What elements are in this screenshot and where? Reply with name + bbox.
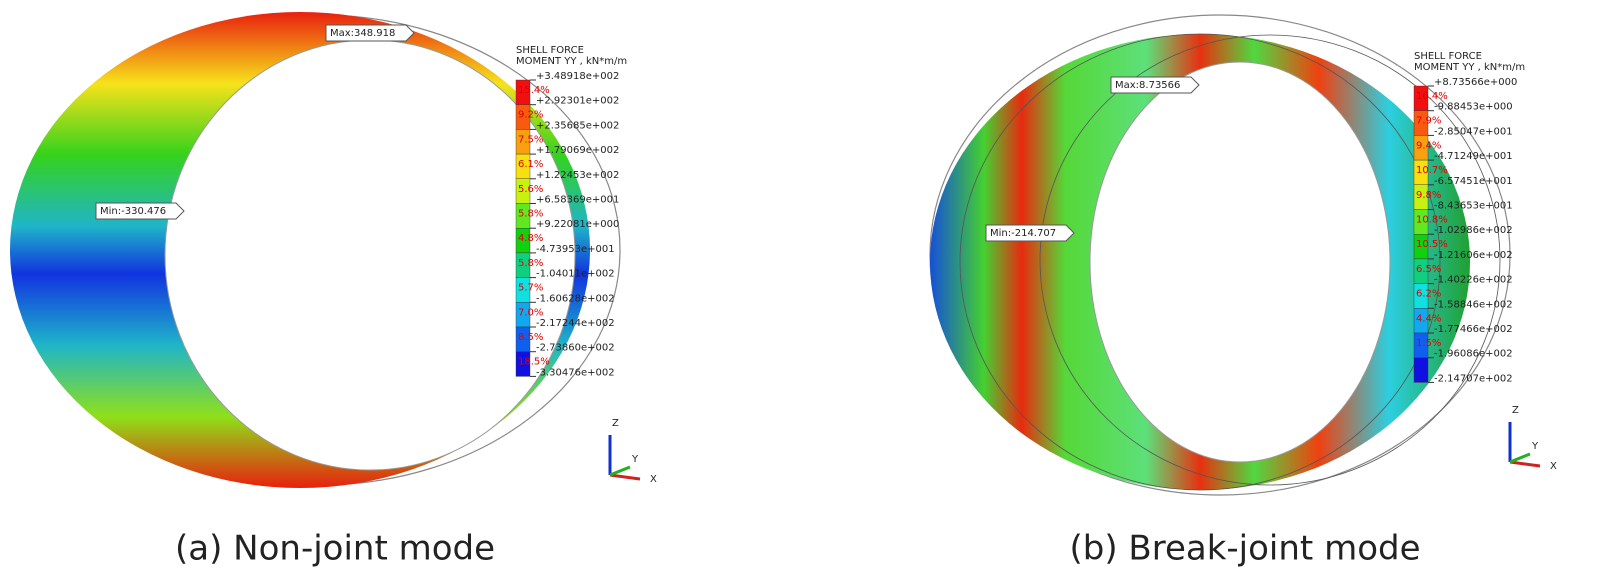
legend-label: +2.35685e+002 [536, 120, 619, 131]
legend-percent: 16.4% [1416, 91, 1448, 102]
axis-label: Y [1531, 441, 1539, 452]
legend-label: -3.30476e+002 [536, 367, 615, 378]
legend-label: +2.92301e+002 [536, 96, 619, 107]
callout-box [985, 224, 1075, 242]
caption: (b) Break-joint mode [1070, 529, 1421, 569]
legend-label: -9.88453e+000 [1434, 102, 1513, 113]
callout-label: Min:-330.476 [100, 206, 166, 217]
callout-box [325, 24, 415, 42]
legend-percent: 5.6% [518, 184, 543, 195]
axis-label: X [1550, 461, 1557, 472]
legend-percent: 8.5% [518, 332, 543, 343]
axis-label: Y [631, 454, 639, 465]
legend-percent: 6.5% [1416, 264, 1441, 275]
legend-label: +1.79069e+002 [536, 145, 619, 156]
caption: (a) Non-joint mode [175, 529, 495, 569]
legend-title: MOMENT YY , kN*m/m [516, 56, 627, 67]
legend-title: SHELL FORCE [1414, 51, 1482, 62]
callout-label: Min:-214.707 [990, 228, 1056, 239]
legend-label: -1.40226e+002 [1434, 275, 1513, 286]
legend-percent: 6.2% [1416, 289, 1441, 300]
legend-label: +8.73566e+000 [1434, 77, 1517, 88]
legend-label: -2.17244e+002 [536, 318, 615, 329]
legend-label: +3.48918e+002 [536, 71, 619, 82]
cylinder-b [929, 14, 1511, 496]
legend-percent: 4.8% [518, 233, 543, 244]
legend-label: -1.96086e+002 [1434, 349, 1513, 360]
legend-percent: 5.8% [518, 258, 543, 269]
cylinder-a [10, 12, 621, 488]
legend-label: -2.14707e+002 [1434, 373, 1513, 384]
legend-percent: 10.8% [1416, 215, 1448, 226]
legend-title: MOMENT YY , kN*m/m [1414, 62, 1525, 73]
legend-label: -1.02986e+002 [1434, 225, 1513, 236]
callout-box [95, 202, 185, 220]
legend-label: -1.60628e+002 [536, 293, 615, 304]
legend-percent: 1.5% [1416, 338, 1441, 349]
legend-percent: 6.1% [518, 159, 543, 170]
legend-percent: 7.0% [518, 307, 543, 318]
axis-x [1509, 460, 1541, 468]
legend-percent: 10.7% [1416, 165, 1448, 176]
legend-label: +9.22081e+000 [536, 219, 619, 230]
legend-label: -4.73953e+001 [536, 244, 615, 255]
legend-label: -2.73860e+002 [536, 343, 615, 354]
axis-y [609, 465, 631, 477]
legend-label: +6.58369e+001 [536, 195, 619, 206]
legend-label: -1.77466e+002 [1434, 324, 1513, 335]
legend-percent: 7.5% [518, 134, 543, 145]
legend-label: -6.57451e+001 [1434, 176, 1513, 187]
legend-label: -8.43653e+001 [1434, 201, 1513, 212]
legend-swatch [1413, 357, 1429, 383]
legend-percent: 5.7% [518, 283, 543, 294]
legend-percent: 7.9% [1416, 116, 1441, 127]
legend-percent: 9.2% [518, 110, 543, 121]
callout-box [1110, 76, 1200, 94]
legend-swatch [515, 351, 531, 377]
axis-x [609, 473, 641, 481]
legend-percent: 9.4% [1416, 140, 1441, 151]
legend-label: -2.85047e+001 [1434, 126, 1513, 137]
legend-label: +1.22453e+002 [536, 170, 619, 181]
axis-label: Z [612, 418, 619, 429]
legend-label: -1.04011e+002 [536, 269, 615, 280]
callout-label: Max:8.73566 [1115, 80, 1180, 91]
legend-percent: 10.5% [1416, 239, 1448, 250]
callout-label: Max:348.918 [330, 28, 395, 39]
legend-percent: 18.5% [518, 357, 550, 368]
legend-title: SHELL FORCE [516, 45, 584, 56]
legend-percent: 15.4% [518, 85, 550, 96]
legend-label: -1.21606e+002 [1434, 250, 1513, 261]
axis-label: X [650, 474, 657, 485]
legend-percent: 9.8% [1416, 190, 1441, 201]
legend-label: -4.71249e+001 [1434, 151, 1513, 162]
axis-y [1509, 452, 1531, 464]
legend-percent: 5.8% [518, 209, 543, 220]
axis-label: Z [1512, 405, 1519, 416]
legend-label: -1.58846e+002 [1434, 299, 1513, 310]
legend-percent: 4.4% [1416, 313, 1441, 324]
